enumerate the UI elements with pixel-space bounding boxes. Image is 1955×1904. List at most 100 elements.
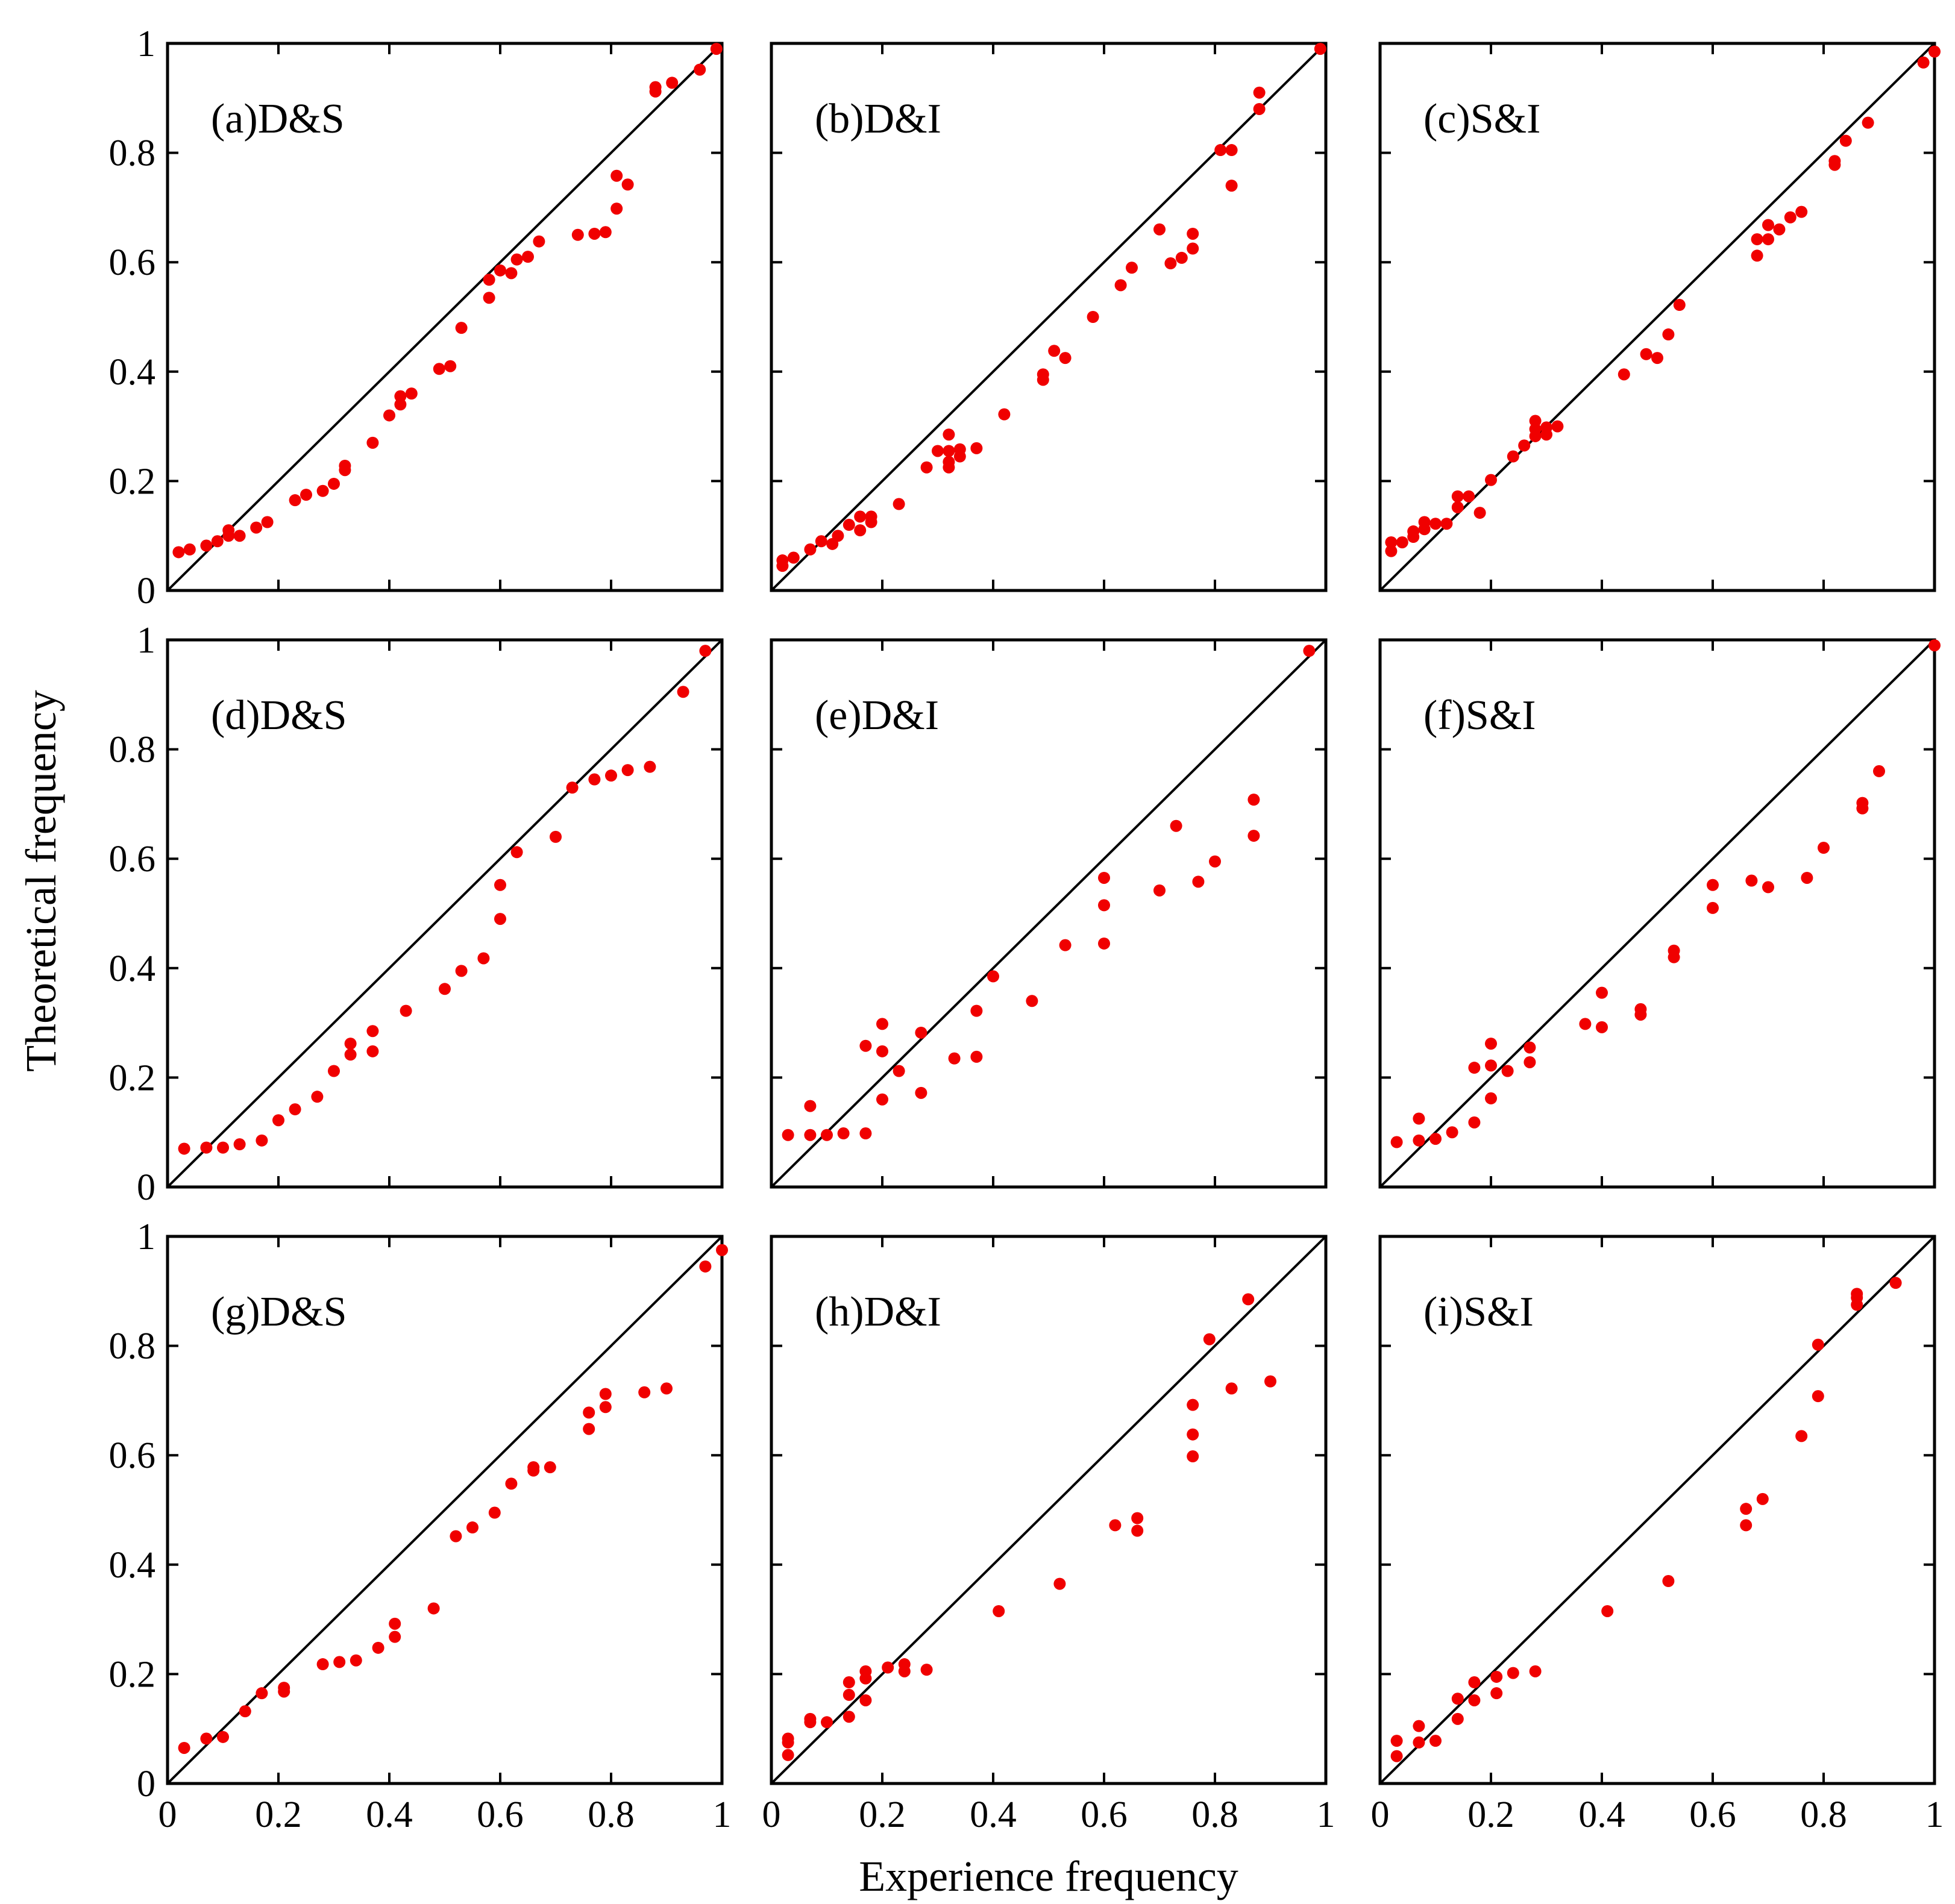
x-tick-label: 0.6: [1081, 1794, 1128, 1835]
data-point: [1385, 536, 1398, 549]
data-point: [1579, 1018, 1592, 1030]
data-point: [1390, 1735, 1403, 1747]
data-point: [1795, 1430, 1808, 1442]
data-point: [1187, 1450, 1199, 1463]
data-point: [178, 1741, 190, 1754]
data-point: [915, 1026, 927, 1039]
data-point: [998, 408, 1011, 421]
data-point: [804, 543, 817, 556]
data-point: [217, 1141, 229, 1154]
y-axis-title: Theoretical frequency: [17, 690, 65, 1072]
data-point: [1175, 251, 1188, 264]
data-point: [1762, 881, 1774, 894]
data-point: [599, 1388, 612, 1400]
data-point: [1662, 1575, 1675, 1588]
plot-frame: [1378, 638, 1936, 1189]
data-point: [394, 390, 407, 402]
data-point: [510, 253, 523, 266]
y-tick-label: 1: [137, 23, 155, 64]
y-tick-label: 0.8: [109, 1326, 156, 1367]
plot-frame: [166, 1235, 724, 1785]
data-point: [1784, 211, 1797, 224]
data-point: [1429, 1735, 1442, 1747]
data-point: [1524, 1056, 1536, 1068]
data-point: [1673, 299, 1686, 312]
data-point: [876, 1045, 888, 1057]
data-point: [1651, 352, 1663, 365]
data-point: [1707, 878, 1719, 891]
data-point: [920, 461, 933, 474]
data-point: [605, 769, 617, 782]
data-point: [400, 1004, 412, 1017]
data-point: [256, 1134, 268, 1147]
panel-a: 0 0.2 0.4 0.6 0.8 1 (a)D&S: [109, 23, 724, 612]
panel-i: 0 0.2 0.4 0.6 0.8 1 (i)S&I: [1371, 1235, 1944, 1835]
data-point: [289, 494, 301, 507]
y-tick-label: 1: [137, 620, 155, 661]
y-tick-label: 0.4: [109, 352, 156, 393]
data-point: [859, 1127, 872, 1140]
data-point: [1463, 490, 1475, 503]
x-tick-label: 1: [1925, 1794, 1944, 1835]
data-point: [1468, 1062, 1481, 1074]
data-point: [1839, 134, 1852, 147]
data-point: [854, 524, 867, 537]
data-point: [1187, 1428, 1199, 1441]
data-point: [1662, 328, 1675, 341]
data-point: [328, 477, 340, 490]
data-point: [666, 77, 679, 89]
data-point: [211, 535, 224, 548]
x-tick-label: 0.8: [1191, 1794, 1238, 1835]
data-point: [544, 1461, 556, 1474]
data-point: [311, 1091, 324, 1103]
data-point: [1801, 871, 1813, 884]
plot-frame: [770, 42, 1328, 592]
y-tick-label: 0: [137, 1167, 155, 1208]
data-point: [494, 878, 506, 891]
data-point: [200, 539, 213, 552]
data-point: [344, 1038, 357, 1050]
data-point: [289, 1103, 301, 1116]
data-point: [1468, 1116, 1481, 1129]
data-point: [1917, 56, 1930, 69]
reference-line: [1379, 639, 1936, 1188]
data-point: [1889, 1277, 1902, 1289]
data-point: [1048, 345, 1061, 357]
reference-line: [770, 1235, 1327, 1785]
data-point: [1225, 144, 1238, 157]
panel-title: (d)D&S: [211, 692, 347, 739]
y-tick-label: 0: [137, 1764, 155, 1805]
data-point: [1773, 223, 1786, 236]
data-point: [1851, 1288, 1863, 1300]
data-point: [859, 1039, 872, 1052]
x-tick-label: 1: [1317, 1794, 1335, 1835]
data-point: [1740, 1503, 1753, 1515]
data-point: [1247, 830, 1260, 842]
data-point: [865, 510, 877, 523]
data-point: [1451, 1693, 1464, 1705]
y-tick-label: 0.2: [109, 1057, 156, 1098]
data-point: [1098, 899, 1110, 912]
data-point: [550, 830, 562, 843]
data-point: [494, 913, 506, 925]
data-point: [278, 1682, 290, 1694]
data-point: [1818, 842, 1830, 854]
data-point: [1451, 490, 1464, 503]
panel-h: 0 0.2 0.4 0.6 0.8 1 (h)D&I: [762, 1235, 1335, 1835]
data-point: [1473, 507, 1486, 519]
data-point: [389, 1630, 401, 1643]
data-point: [970, 1050, 983, 1063]
data-point: [1407, 525, 1420, 537]
data-point: [1385, 545, 1398, 557]
x-tick-label: 0.2: [1467, 1794, 1514, 1835]
data-point: [804, 1712, 817, 1725]
data-point: [1440, 518, 1453, 530]
data-point: [993, 1605, 1005, 1617]
plot-frame: [770, 638, 1328, 1189]
data-point: [948, 1052, 961, 1065]
data-point: [1413, 1112, 1425, 1125]
reference-line: [770, 639, 1327, 1188]
data-point: [804, 1100, 817, 1112]
x-tick-label: 1: [713, 1794, 732, 1835]
data-point: [178, 1142, 190, 1155]
